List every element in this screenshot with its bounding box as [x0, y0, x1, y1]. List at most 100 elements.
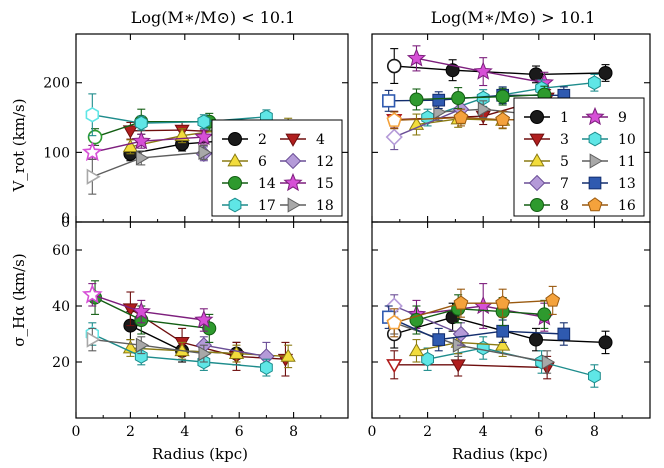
- series-layer: [81, 280, 296, 377]
- data-point: [198, 144, 212, 160]
- legend-label: 18: [316, 198, 334, 214]
- data-point: [495, 111, 511, 126]
- data-point: [545, 292, 561, 307]
- legend-label: 5: [560, 154, 569, 170]
- legend-entry-9: 9: [582, 106, 627, 126]
- series-line: [92, 333, 267, 369]
- data-point: [529, 67, 544, 82]
- legend-marker: [530, 198, 544, 212]
- legend-label: 17: [258, 198, 276, 214]
- series-1: [386, 48, 613, 84]
- ylabel-top: V_rot (km/s): [10, 98, 28, 192]
- legend-entry-15: 15: [280, 172, 334, 192]
- data-point: [134, 348, 148, 364]
- legend-marker: [228, 132, 242, 146]
- series-15: [81, 126, 214, 162]
- y-tick-label: 200: [43, 76, 70, 92]
- axes-frame: [75, 221, 349, 419]
- x-tick-label: 0: [368, 424, 377, 440]
- legend-entry-14: 14: [222, 176, 276, 192]
- legend-label: 10: [618, 132, 636, 148]
- data-point: [134, 115, 148, 131]
- legend-marker: [228, 197, 242, 213]
- y-tick-label: 100: [43, 145, 70, 161]
- data-point: [450, 359, 466, 373]
- data-point: [194, 309, 214, 329]
- panel-bottom-right: 0 2 4 6 8: [368, 221, 651, 440]
- legend-entry-6: 6: [222, 153, 267, 170]
- xlabel-left: Radius (kpc): [152, 445, 248, 463]
- legend-marker: [529, 153, 545, 167]
- x-tick-label: 4: [479, 424, 488, 440]
- data-point: [135, 150, 150, 166]
- x-tick-label: 8: [289, 424, 298, 440]
- legend-marker: [529, 133, 545, 147]
- data-point: [557, 327, 571, 341]
- data-point: [228, 345, 245, 359]
- series-line: [394, 316, 606, 344]
- legend: 2 4 6 12 14 15 17 18: [211, 119, 343, 217]
- series-18: [86, 327, 212, 363]
- series-line: [92, 114, 267, 124]
- legend-entry-18: 18: [280, 197, 334, 214]
- x-tick-label: 2: [423, 424, 432, 440]
- data-point: [541, 354, 555, 370]
- data-point: [135, 337, 150, 353]
- data-point: [408, 342, 425, 357]
- series-line: [388, 316, 564, 341]
- xlabel-right: Radius (kpc): [452, 445, 548, 463]
- data-point: [598, 65, 613, 80]
- series-line: [92, 294, 204, 321]
- legend-label: 12: [316, 154, 334, 170]
- data-point: [495, 89, 510, 104]
- y-tick-label: 0: [61, 211, 70, 227]
- data-point: [197, 114, 211, 130]
- series-line: [203, 344, 267, 358]
- legend-entry-3: 3: [524, 132, 569, 148]
- panel-top-right: 1 9 3 10 5 11 7 13 8 16: [371, 33, 651, 223]
- data-point: [421, 351, 435, 367]
- x-tick-label: 2: [126, 424, 135, 440]
- legend-entry-13: 13: [582, 176, 636, 192]
- legend-marker: [227, 153, 243, 167]
- series-14: [88, 280, 217, 343]
- legend: 1 9 3 10 5 11 7 13 8 16: [513, 97, 645, 217]
- data-point: [81, 141, 103, 162]
- legend-entry-2: 2: [222, 132, 267, 148]
- legend-marker: [588, 131, 602, 147]
- data-point: [259, 360, 273, 376]
- data-point: [598, 335, 613, 350]
- legend-label: 6: [258, 154, 267, 170]
- legend-label: 14: [258, 176, 276, 192]
- data-point: [587, 75, 601, 91]
- legend-entry-10: 10: [582, 131, 636, 148]
- legend-marker: [285, 133, 301, 147]
- data-point: [432, 333, 446, 346]
- legend-entry-5: 5: [524, 153, 569, 170]
- legend-marker: [528, 174, 546, 192]
- series-line: [393, 305, 462, 335]
- data-point: [386, 359, 403, 374]
- legend-label: 11: [618, 154, 636, 170]
- legend-marker: [589, 153, 603, 169]
- legend-entry-16: 16: [582, 197, 636, 214]
- x-tick-label: 0: [72, 424, 81, 440]
- data-point: [386, 314, 402, 330]
- data-point: [81, 283, 103, 304]
- data-point: [386, 58, 402, 74]
- legend-entry-12: 12: [280, 152, 334, 170]
- panel-top-left: 0 100 200 0 2 4 6 12 14 15 17 18: [43, 33, 349, 231]
- data-point: [453, 109, 469, 124]
- series-layer: [382, 283, 613, 388]
- legend-label: 16: [618, 198, 636, 214]
- data-point: [495, 295, 511, 310]
- x-tick-label: 6: [534, 424, 543, 440]
- legend-entry-17: 17: [222, 197, 276, 214]
- data-point: [87, 129, 103, 145]
- data-point: [445, 63, 460, 78]
- legend-entry-11: 11: [582, 153, 636, 170]
- data-point: [86, 168, 101, 185]
- data-point: [382, 94, 396, 108]
- data-point: [477, 101, 492, 117]
- title-left: Log(M∗/M⊙) < 10.1: [131, 8, 296, 27]
